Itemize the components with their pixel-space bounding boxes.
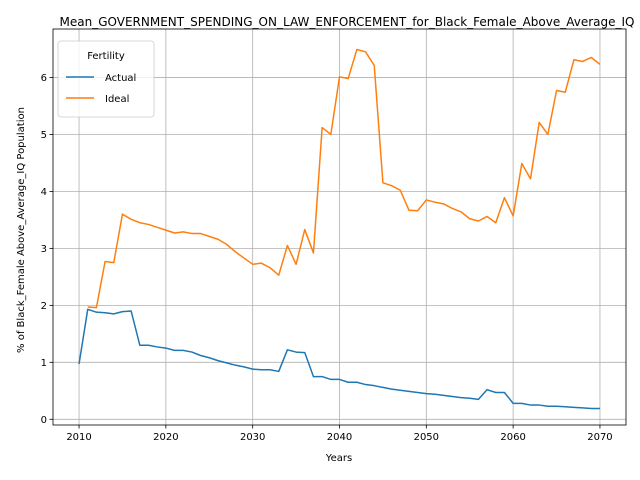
y-tick-label: 0: [41, 415, 47, 426]
y-tick-label: 1: [41, 358, 47, 369]
legend: Fertility Actual Ideal: [57, 40, 155, 118]
x-tick-label: 2030: [240, 432, 265, 443]
chart-title: Mean_GOVERNMENT_SPENDING_ON_LAW_ENFORCEM…: [60, 15, 635, 29]
x-tick-label: 2020: [153, 432, 178, 443]
legend-label-actual: Actual: [105, 73, 136, 84]
y-tick-label: 2: [41, 301, 47, 312]
legend-title: Fertility: [87, 51, 125, 62]
x-axis-ticks: 2010 2020 2030 2040 2050 2060 2070: [66, 425, 613, 443]
x-tick-label: 2010: [66, 432, 91, 443]
y-axis-ticks: 0 1 2 3 4 5 6: [41, 73, 53, 426]
x-tick-label: 2070: [587, 432, 612, 443]
y-tick-label: 6: [41, 73, 47, 84]
y-tick-label: 5: [41, 130, 47, 141]
y-tick-label: 4: [41, 187, 47, 198]
x-tick-label: 2050: [414, 432, 439, 443]
series-line-actual: [78, 308, 600, 410]
y-tick-label: 3: [41, 244, 47, 255]
series-line-ideal: [87, 48, 601, 309]
x-axis-label: Years: [325, 453, 352, 464]
series-lines: [78, 48, 601, 410]
y-axis-label: % of Black_Female Above_Average_IQ Popul…: [16, 107, 27, 353]
legend-label-ideal: Ideal: [105, 94, 129, 105]
x-tick-label: 2060: [500, 432, 525, 443]
x-tick-label: 2040: [327, 432, 352, 443]
